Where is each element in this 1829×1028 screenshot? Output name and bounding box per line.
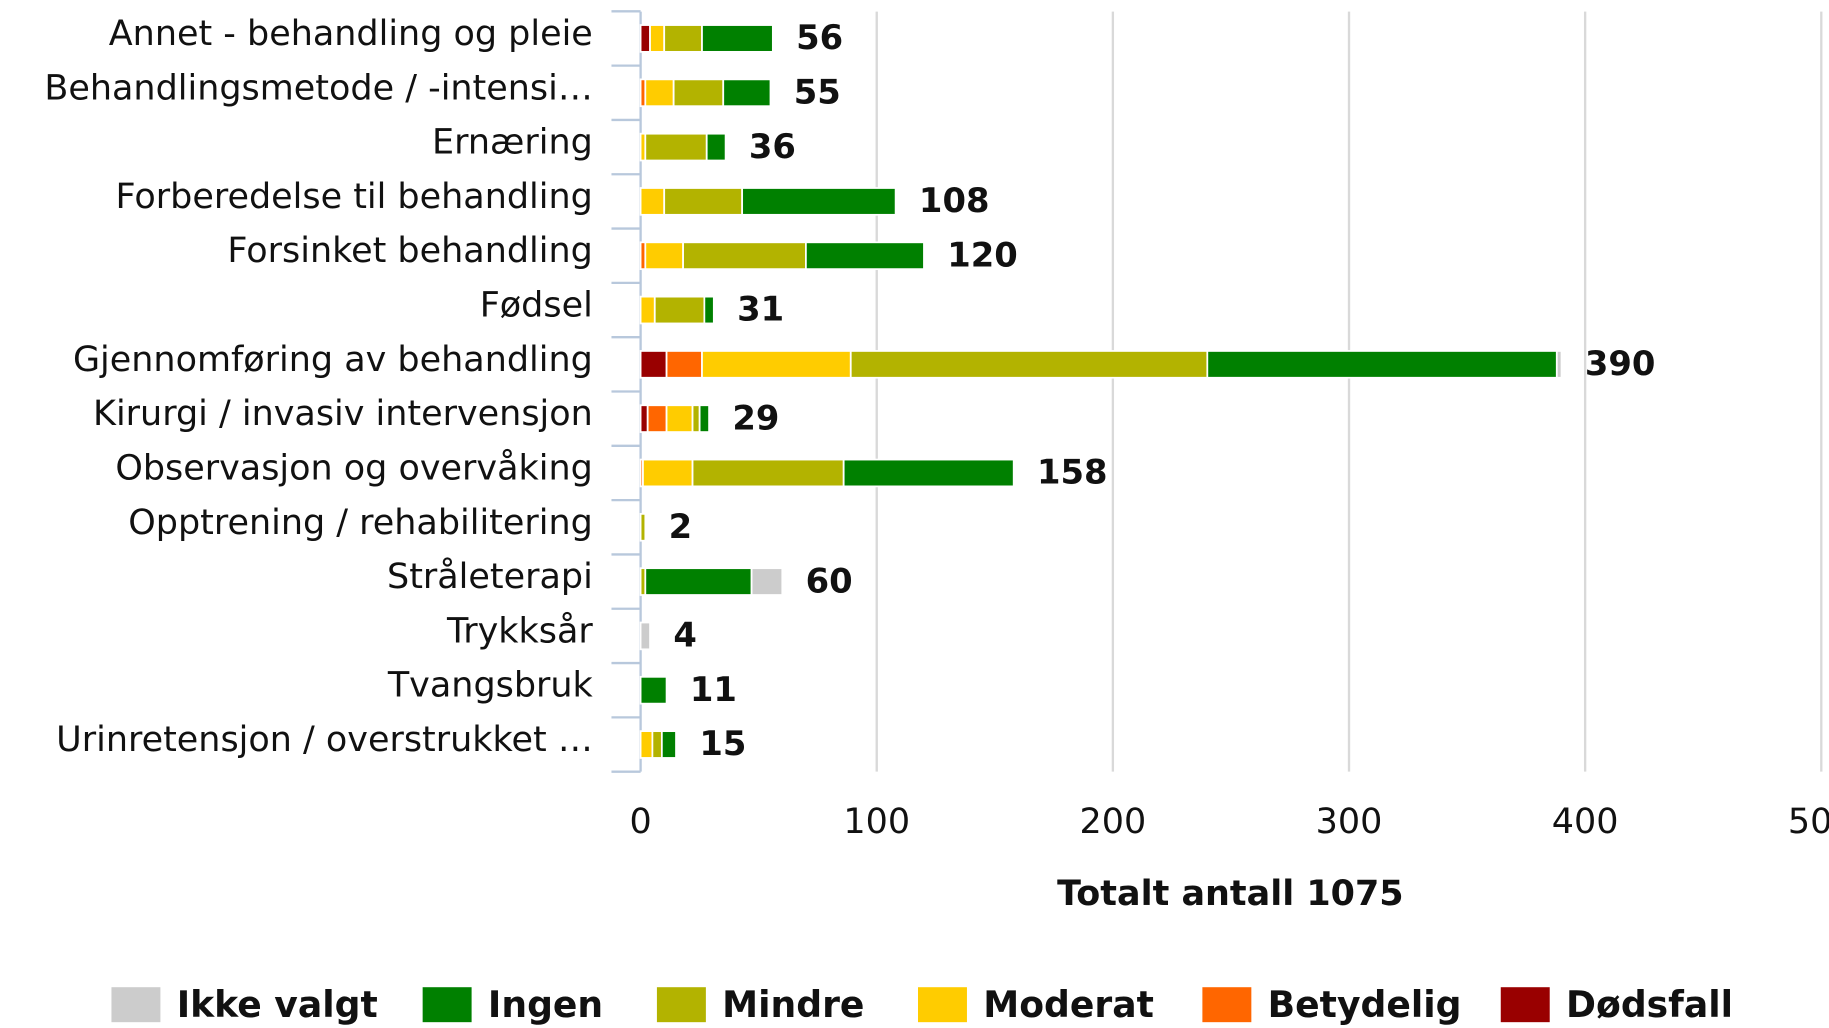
bar-segment (705, 132, 727, 162)
bar-segment (691, 458, 845, 488)
bar-segment (665, 404, 694, 433)
bar-segment (663, 24, 703, 53)
x-tick-label: 500 (1788, 802, 1829, 842)
bar-segment (639, 350, 668, 379)
category-label: Stråleterapi (387, 556, 593, 597)
bar-segment (644, 241, 684, 270)
total-label: 11 (690, 670, 737, 709)
x-axis-title: Totalt antall 1075 (1057, 874, 1404, 914)
x-tick-label: 0 (629, 802, 651, 842)
legend-label: Ingen (488, 983, 603, 1026)
legend-swatch (917, 987, 967, 1023)
bar-segment (642, 458, 694, 488)
category-label: Tvangsbruk (387, 666, 594, 706)
bar-segment (701, 24, 774, 53)
legend-swatch (1202, 987, 1252, 1023)
legend-label: Betydelig (1268, 983, 1462, 1026)
bar-segment (660, 730, 677, 759)
legend-swatch (111, 987, 161, 1023)
bar-segment (691, 404, 701, 433)
bar-segment (665, 350, 703, 379)
bar-segment (639, 621, 651, 651)
total-label: 390 (1585, 344, 1656, 383)
bar-segment (698, 404, 710, 433)
bar-segment (849, 350, 1209, 379)
bar-segment (663, 187, 744, 216)
total-label: 2 (669, 507, 693, 546)
bar-segment (639, 730, 654, 759)
legend-label: Moderat (983, 983, 1154, 1026)
category-label: Annet - behandling og pleie (109, 14, 593, 54)
category-label: Trykksår (446, 610, 593, 651)
x-tick-label: 300 (1316, 802, 1383, 842)
bar-segment (722, 78, 772, 108)
bar-segment (651, 730, 663, 759)
total-label: 29 (732, 398, 779, 437)
category-label: Ernæring (432, 123, 593, 163)
total-label: 31 (737, 290, 784, 329)
category-label: Observasjon og overvåking (115, 447, 592, 488)
bar-segment (703, 295, 715, 325)
total-label: 36 (749, 127, 796, 166)
total-label: 60 (806, 561, 853, 600)
legend-swatch (422, 987, 472, 1023)
total-label: 108 (919, 181, 990, 220)
bar-segment (639, 295, 656, 325)
legend-label: Dødsfall (1566, 983, 1733, 1026)
category-label: Fødsel (480, 286, 593, 326)
bar-segment (672, 78, 725, 108)
category-label: Forsinket behandling (227, 231, 592, 271)
bar-segment (682, 241, 807, 270)
total-label: 55 (794, 72, 841, 111)
total-label: 56 (796, 18, 843, 57)
total-label: 158 (1037, 453, 1108, 492)
category-label: Gjennomføring av behandling (73, 340, 593, 380)
bar-segment (1206, 350, 1558, 379)
bar-segment (644, 78, 675, 108)
bar-segment (639, 404, 649, 433)
bar-segment (644, 567, 753, 596)
bar-segment (646, 404, 668, 433)
legend-label: Mindre (722, 983, 864, 1026)
bar-segment (1555, 350, 1563, 379)
bar-segment (639, 24, 651, 53)
x-tick-label: 200 (1080, 802, 1147, 842)
category-label: Opptrening / rehabilitering (128, 503, 593, 543)
legend-swatch (656, 987, 706, 1023)
bar-segment (639, 513, 647, 542)
bar-segment (842, 458, 1015, 488)
bar-segment (805, 241, 925, 270)
total-label: 4 (673, 616, 697, 655)
bar-segment (649, 24, 666, 53)
legend-swatch (1500, 987, 1550, 1023)
x-tick-label: 100 (843, 802, 910, 842)
bar-segment (644, 132, 708, 162)
category-label: Urinretensjon / overstrukket … (56, 720, 593, 760)
total-label: 15 (699, 724, 746, 763)
bar-segment (639, 675, 668, 705)
category-label: Forberedelse til behandling (116, 177, 593, 217)
bar-segment (639, 187, 666, 216)
category-label: Behandlingsmetode / -intensi… (44, 68, 592, 108)
legend-label: Ikke valgt (177, 983, 378, 1026)
x-tick-label: 400 (1552, 802, 1619, 842)
category-label: Kirurgi / invasiv intervensjon (93, 394, 593, 434)
bar-segment (653, 295, 706, 325)
bar-segment (701, 350, 852, 379)
bar-segment (750, 567, 784, 596)
total-label: 120 (947, 235, 1018, 274)
bar-segment (741, 187, 897, 216)
